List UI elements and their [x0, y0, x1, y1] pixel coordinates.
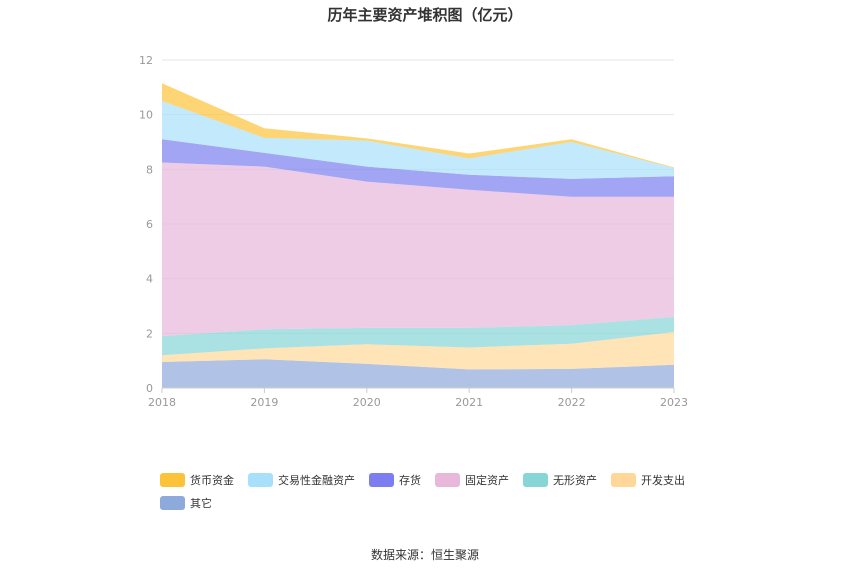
y-tick-label: 0	[146, 382, 153, 395]
legend-label-trading-assets: 交易性金融资产	[278, 474, 355, 487]
x-tick-label: 2020	[353, 396, 381, 409]
legend-label-inventory: 存货	[399, 474, 421, 487]
legend-item-development-expenditure[interactable]: 开发支出	[611, 472, 685, 488]
legend-item-trading-assets[interactable]: 交易性金融资产	[248, 472, 355, 488]
area-开发支出[interactable]	[162, 332, 674, 370]
x-tick-label: 2021	[455, 396, 483, 409]
area-固定资产[interactable]	[162, 162, 674, 337]
legend-label-fixed-assets: 固定资产	[465, 474, 509, 487]
y-tick-label: 12	[139, 54, 153, 67]
area-交易性金融资产[interactable]	[162, 101, 674, 179]
legend-swatch-development-expenditure	[611, 473, 636, 487]
legend-swatch-cash	[160, 473, 185, 487]
x-tick-label: 2023	[660, 396, 688, 409]
legend-item-intangible-assets[interactable]: 无形资产	[523, 472, 597, 488]
legend-label-cash: 货币资金	[190, 474, 234, 487]
area-存货[interactable]	[162, 139, 674, 197]
y-tick-label: 2	[146, 327, 153, 340]
legend-label-other: 其它	[190, 497, 212, 510]
area-无形资产[interactable]	[162, 316, 674, 356]
axes: 0 2 4 6 8 10 12 2018 2019 2020 2021 2022 2023	[139, 54, 688, 409]
y-tick-label: 6	[146, 218, 153, 231]
y-tick-label: 4	[146, 273, 153, 286]
y-tick-label: 10	[139, 109, 153, 122]
legend-label-intangible-assets: 无形资产	[553, 474, 597, 487]
legend-swatch-inventory	[369, 473, 394, 487]
legend-item-other[interactable]: 其它	[160, 495, 212, 511]
legend-swatch-intangible-assets	[523, 473, 548, 487]
legend-swatch-other	[160, 496, 185, 510]
legend: 货币资金 交易性金融资产 存货 固定资产 无形资产 开发支出 其它	[160, 472, 720, 511]
legend-swatch-trading-assets	[248, 473, 273, 487]
data-source: 数据来源：恒生聚源	[370, 548, 479, 562]
x-tick-label: 2018	[148, 396, 176, 409]
legend-item-cash[interactable]: 货币资金	[160, 472, 234, 488]
legend-item-inventory[interactable]: 存货	[369, 472, 421, 488]
legend-swatch-fixed-assets	[435, 473, 460, 487]
x-tick-label: 2019	[250, 396, 278, 409]
area-其它[interactable]	[162, 359, 674, 388]
area-series	[162, 83, 674, 388]
x-tick-label: 2022	[558, 396, 586, 409]
legend-label-development-expenditure: 开发支出	[641, 474, 685, 487]
legend-item-fixed-assets[interactable]: 固定资产	[435, 472, 509, 488]
chart-title: 历年主要资产堆积图（亿元）	[327, 6, 523, 24]
y-tick-label: 8	[146, 163, 153, 176]
